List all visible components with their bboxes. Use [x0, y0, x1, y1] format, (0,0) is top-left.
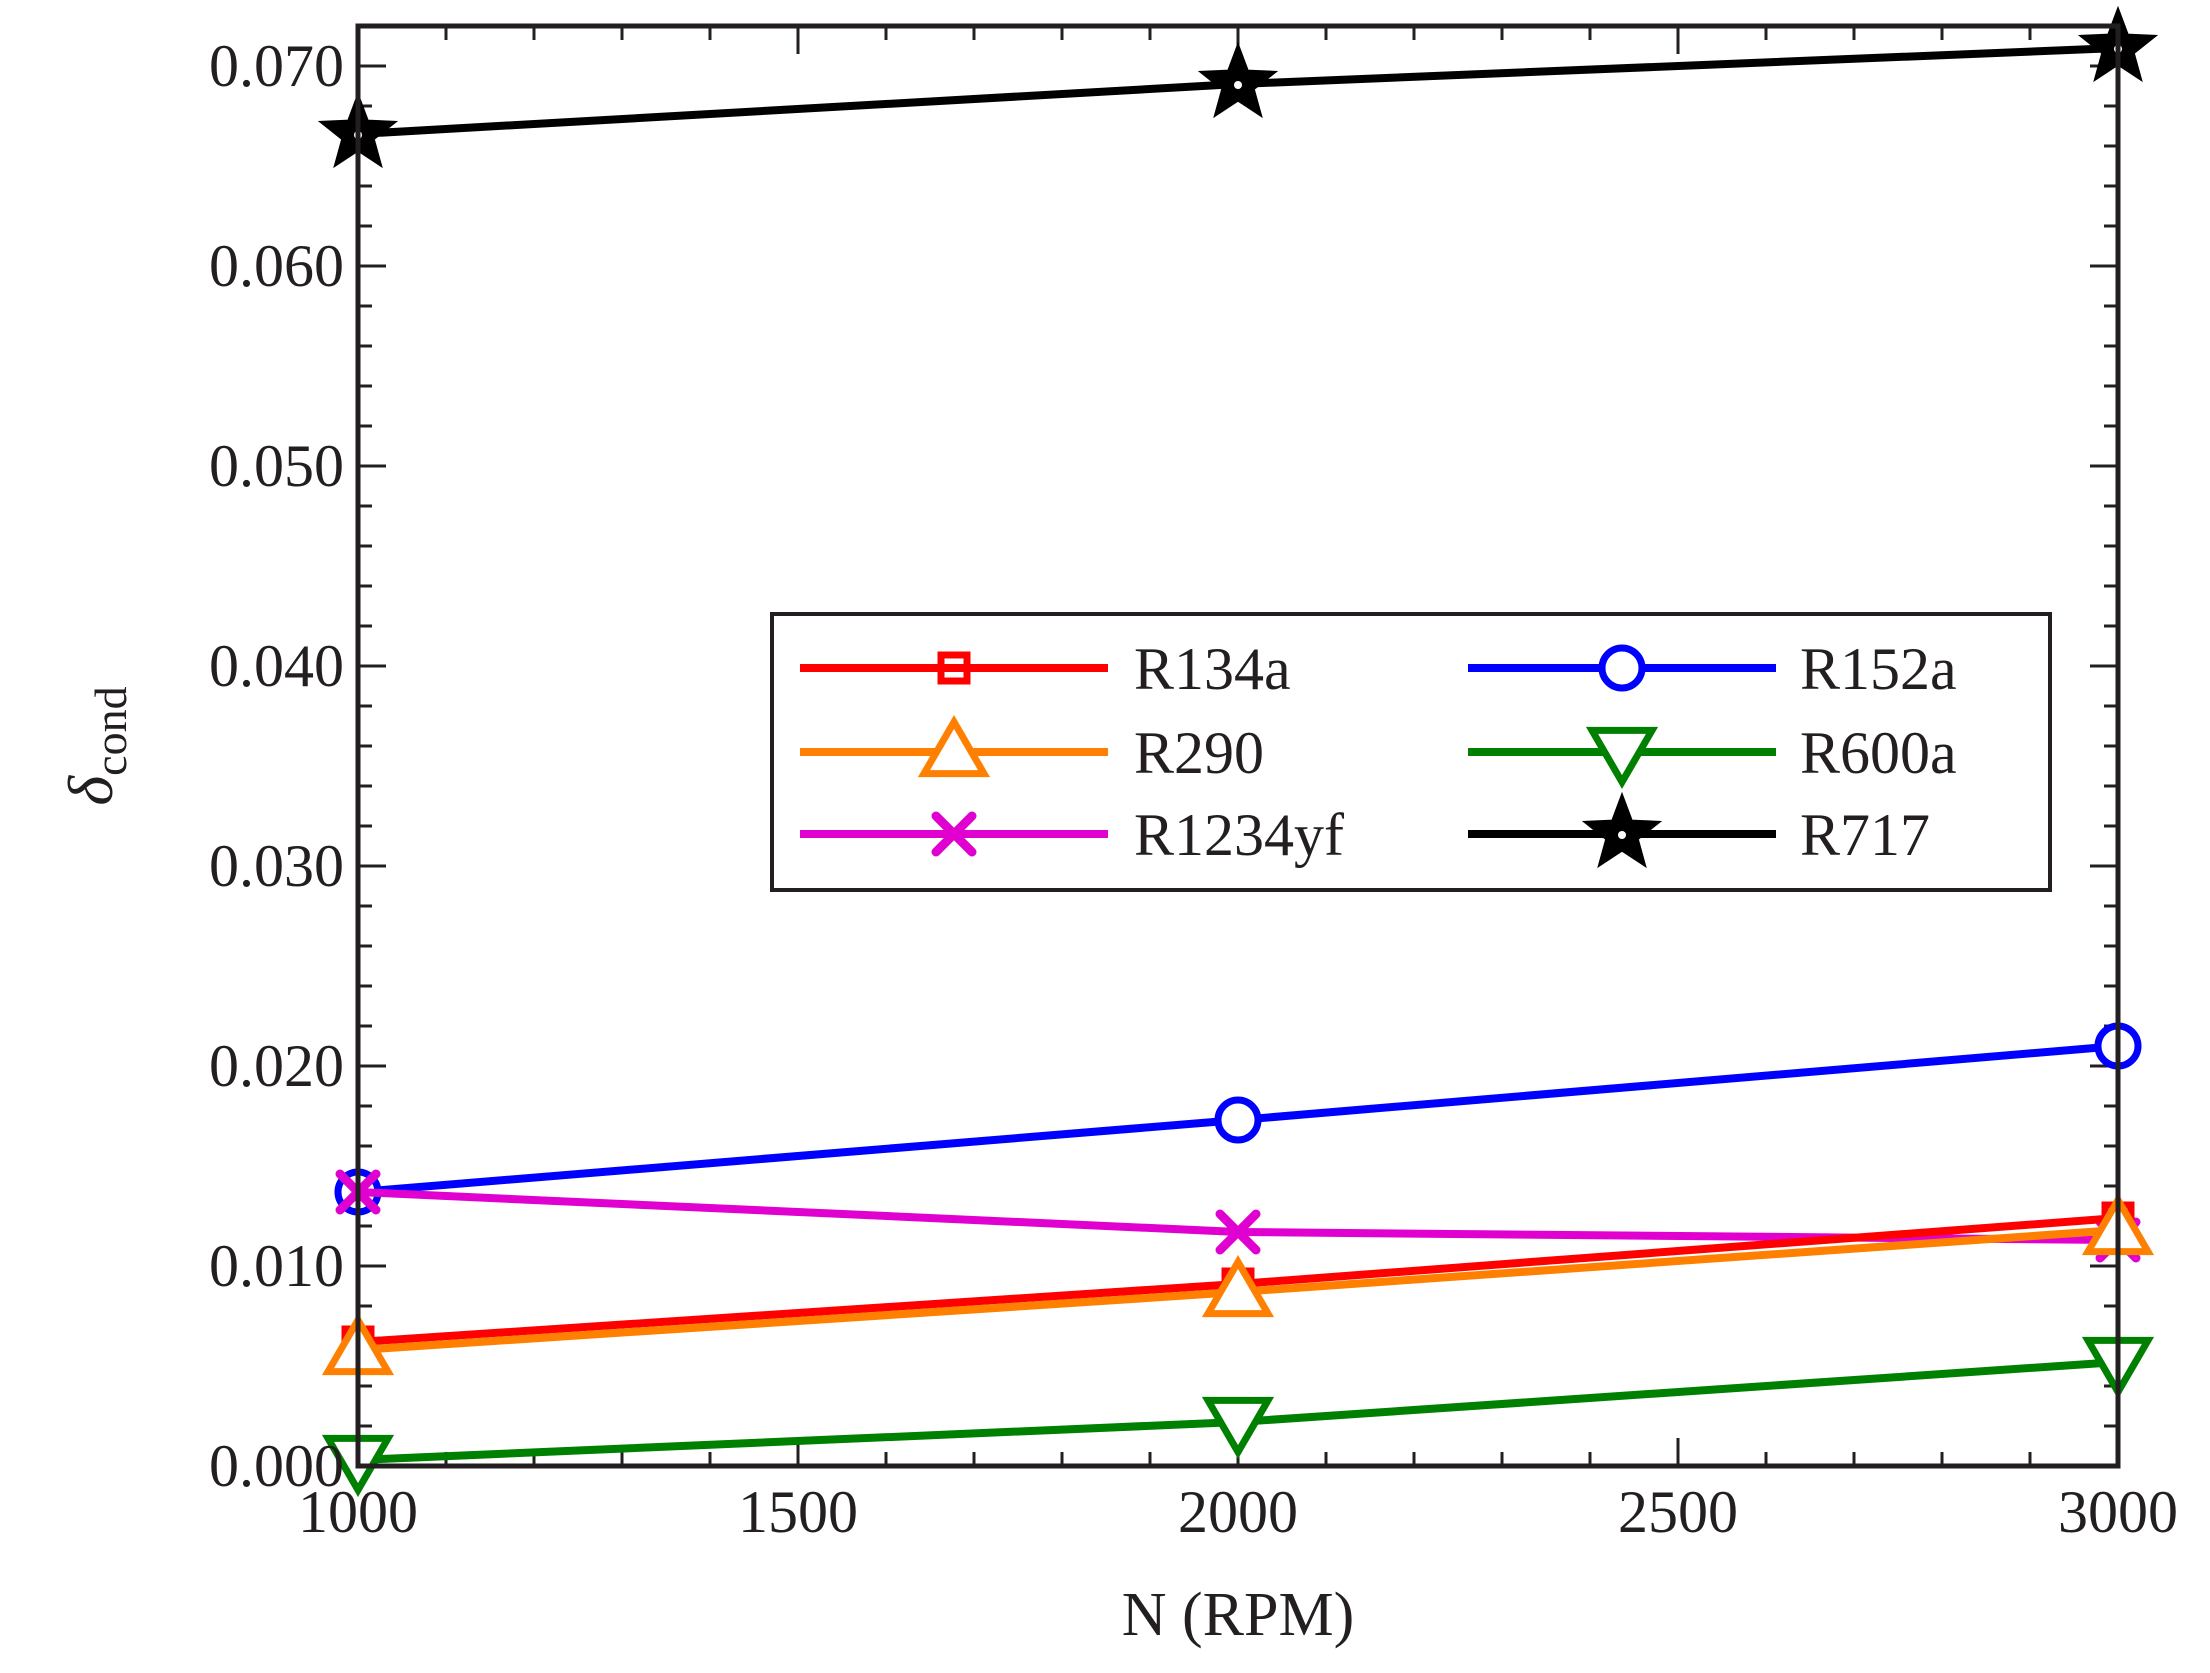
- legend-marker-r152a: [1598, 644, 1646, 692]
- legend-label-r134a: R134a: [1134, 636, 1291, 702]
- legend-label-r1234yf: R1234yf: [1134, 802, 1344, 868]
- legend-item-r134a: R134a: [800, 636, 1291, 702]
- data-point-r152a: [1214, 1096, 1262, 1144]
- legend-marker-r1234yf: [931, 811, 977, 857]
- x-tick-label: 1000: [298, 1479, 418, 1545]
- y-axis-title-subscript: cond: [85, 686, 136, 775]
- legend-label-r717: R717: [1800, 802, 1930, 868]
- y-tick-label: 0.050: [209, 433, 344, 499]
- data-point-r1234yf: [1215, 1209, 1261, 1255]
- legend-label-r600a: R600a: [1800, 720, 1957, 786]
- legend-item-r717: R717: [1468, 791, 1930, 869]
- legend-item-r600a: R600a: [1468, 720, 1957, 789]
- data-point-r717-center: [1234, 81, 1242, 89]
- y-tick-label: 0.060: [209, 233, 344, 299]
- legend-label-r290: R290: [1134, 720, 1264, 786]
- x-axis-title: N (RPM): [1122, 1581, 1355, 1649]
- legend: R134a R152a R290 R600a R1234yf R717: [770, 612, 2052, 892]
- x-tick-label: 2500: [1618, 1479, 1738, 1545]
- tick-labels: 1000 1500 2000 2500 3000 0.000 0.010 0.020 0.030…: [209, 33, 2178, 1545]
- legend-marker-r717-center: [1618, 831, 1626, 839]
- legend-item-r290: R290: [800, 715, 1264, 786]
- y-tick-label: 0.010: [209, 1233, 344, 1299]
- data-point-r600a: [1201, 1396, 1275, 1459]
- y-axis-title-symbol: δ: [55, 775, 126, 806]
- legend-marker-r717: [1581, 791, 1663, 869]
- y-tick-label: 0.070: [209, 33, 344, 99]
- data-point-r717: [1197, 41, 1279, 119]
- y-tick-label: 0.030: [209, 833, 344, 899]
- x-tick-label: 3000: [2058, 1479, 2178, 1545]
- legend-box: [770, 612, 2052, 892]
- legend-marker-r290: [917, 715, 991, 778]
- y-tick-label: 0.020: [209, 1033, 344, 1099]
- legend-item-r1234yf: R1234yf: [800, 802, 1344, 868]
- y-axis-title: δcond: [55, 686, 136, 805]
- legend-label-r152a: R152a: [1800, 636, 1957, 702]
- x-tick-label: 1500: [738, 1479, 858, 1545]
- legend-marker-r600a: [1585, 726, 1659, 789]
- y-tick-label: 0.040: [209, 633, 344, 699]
- y-tick-label: 0.000: [209, 1433, 344, 1499]
- data-point-r290: [1201, 1255, 1275, 1318]
- legend-item-r152a: R152a: [1468, 636, 1957, 702]
- x-tick-label: 2000: [1178, 1479, 1298, 1545]
- plot-area-frame: [355, 23, 2121, 1469]
- legend-marker-r134a: [937, 651, 971, 685]
- series-r152a: [334, 1022, 2142, 1216]
